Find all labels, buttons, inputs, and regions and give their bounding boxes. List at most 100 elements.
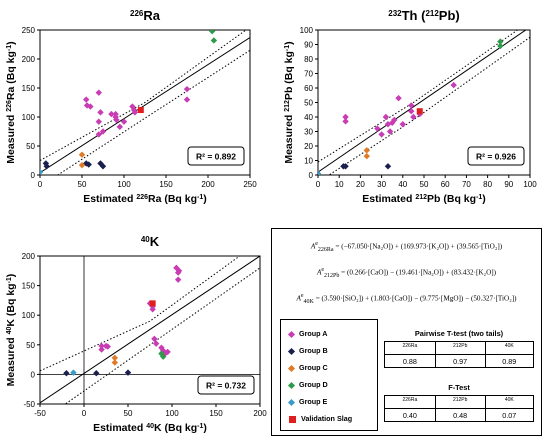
legend-group-b: Group B xyxy=(287,346,328,355)
x-tick-label: 50 xyxy=(78,180,87,189)
confidence-band-upper xyxy=(318,30,519,163)
ftest-title: F-Test xyxy=(448,383,470,392)
point-group-a xyxy=(374,125,381,132)
eq-pb-sub: 212Pb xyxy=(324,272,340,279)
point-group-d xyxy=(160,353,167,360)
point-group-e xyxy=(40,168,44,175)
x-tick-label: 0 xyxy=(316,180,321,189)
point-group-a xyxy=(97,109,104,116)
y-tick-label: 40 xyxy=(304,113,313,122)
axis-label: Estimated 212Pb (Bq kg-1) xyxy=(362,193,486,205)
eq-k-rhs: = (3.590·[SiO₂]) + (1.803·[CaO]) − (9.77… xyxy=(315,294,517,303)
point-group-a xyxy=(382,113,390,121)
point-validation-slag xyxy=(149,300,156,307)
axis-label: Measured 40K (Bq kg-1) xyxy=(5,274,17,387)
y-tick-label: 30 xyxy=(304,128,313,137)
y-tick-label: 0 xyxy=(309,171,314,180)
point-validation-slag xyxy=(137,107,144,114)
point-group-a xyxy=(152,340,160,347)
legend-group-c: Group C xyxy=(287,363,328,372)
legend-label: Group B xyxy=(299,346,328,355)
point-group-c xyxy=(363,152,370,160)
eq-k-lhs: A xyxy=(296,294,301,303)
ttest-header-row: 226Ra 212Pb 40K xyxy=(384,341,535,355)
y-tick-label: 200 xyxy=(22,55,36,64)
legend-group-d: Group D xyxy=(287,380,328,389)
ttest-value-k: 0.89 xyxy=(484,354,535,368)
ttest-value-row: 0.88 0.97 0.89 xyxy=(384,354,535,368)
ftest-header-row: 226Ra 212Pb 40K xyxy=(384,395,535,409)
x-tick-label: 200 xyxy=(253,409,267,418)
r2-box xyxy=(187,146,245,166)
point-group-a xyxy=(164,348,171,356)
point-group-b xyxy=(63,370,70,377)
eq-pb-lhs: A xyxy=(316,268,322,277)
plot-area xyxy=(40,256,260,404)
point-group-a xyxy=(131,109,139,116)
regression-line xyxy=(40,256,260,404)
point-group-d xyxy=(497,38,504,45)
point-group-b xyxy=(124,369,132,376)
x-tick-label: -50 xyxy=(34,409,46,418)
point-group-a xyxy=(395,94,402,102)
chart-pb: 0 10 20 30 40 50 60 70 80 90 100 0 10 20 30 40 50 60 70 80 9… xyxy=(283,8,537,205)
point-group-a xyxy=(408,108,415,115)
r2-label: R² = 0.926 xyxy=(476,152,516,162)
axis-label: Measured 212Pb (Bq kg-1) xyxy=(283,41,295,163)
eq-k-sup: e xyxy=(300,293,304,299)
y-tick-label: 60 xyxy=(304,84,313,93)
point-group-a xyxy=(116,123,123,131)
point-group-e xyxy=(70,369,77,376)
legend-label: Group A xyxy=(299,329,328,338)
chart-k: -50 0 50 100 150 200 -50 0 50 100 150 200 R² = 0.732… xyxy=(5,234,267,434)
point-group-a xyxy=(342,113,349,121)
legend: Group A Group B Group C Group D Group E … xyxy=(280,319,378,431)
y-tick-label: 90 xyxy=(304,41,313,50)
ftest-header-k-text: 40K xyxy=(504,397,514,404)
point-group-d xyxy=(210,37,218,44)
point-group-a xyxy=(98,342,105,350)
ttest-title: Pairwise T-test (two tails) xyxy=(414,329,504,338)
y-tick-label: 20 xyxy=(304,142,313,151)
x-tick-label: 40 xyxy=(398,180,407,189)
point-group-a xyxy=(342,118,349,125)
point-group-a xyxy=(87,103,94,110)
point-group-a xyxy=(95,131,102,138)
axis-label: Estimated 226Ra (Bq kg-1) xyxy=(83,193,207,205)
legend-marker-diamond-icon xyxy=(287,364,296,372)
equation-ra: Ae226Ra = (−67.050·[Na₂O]) + (169.973·[K… xyxy=(272,241,541,253)
point-group-a xyxy=(149,306,156,313)
confidence-band-upper xyxy=(40,256,241,372)
point-group-a xyxy=(95,118,102,125)
point-group-b xyxy=(85,161,92,168)
ttest-header-ra: 226Ra xyxy=(384,341,436,355)
x-tick-label: 50 xyxy=(420,180,429,189)
r2-box xyxy=(467,146,525,166)
point-group-a xyxy=(183,85,191,93)
point-group-a xyxy=(408,102,415,109)
ttest-value-pb: 0.97 xyxy=(434,354,486,368)
x-tick-label: 10 xyxy=(335,180,344,189)
legend-marker-square-icon xyxy=(289,415,296,423)
ttest-header-ra-text: 226Ra xyxy=(402,343,418,350)
point-group-a xyxy=(151,335,158,343)
ttest-header-k-text: 40K xyxy=(504,343,514,350)
x-tick-label: 50 xyxy=(124,409,133,418)
point-group-a xyxy=(83,96,90,103)
y-tick-label: 150 xyxy=(22,84,36,93)
ftest-table: 226Ra 212Pb 40K 0.40 0.48 0.07 xyxy=(384,395,535,422)
ftest-value-ra: 0.40 xyxy=(384,408,436,422)
x-tick-label: 250 xyxy=(243,180,257,189)
r2-label: R² = 0.732 xyxy=(206,381,246,391)
x-tick-label: 100 xyxy=(523,180,537,189)
y-tick-label: 80 xyxy=(304,55,313,64)
ttest-table: 226Ra 212Pb 40K 0.88 0.97 0.89 xyxy=(384,341,535,368)
point-group-d xyxy=(497,42,504,50)
ftest-header-k: 40K xyxy=(484,395,535,409)
y-tick-label: 50 xyxy=(26,341,35,350)
point-group-a xyxy=(99,128,107,135)
point-group-c xyxy=(111,354,118,362)
x-tick-label: 0 xyxy=(82,409,87,418)
point-group-a xyxy=(112,113,119,121)
